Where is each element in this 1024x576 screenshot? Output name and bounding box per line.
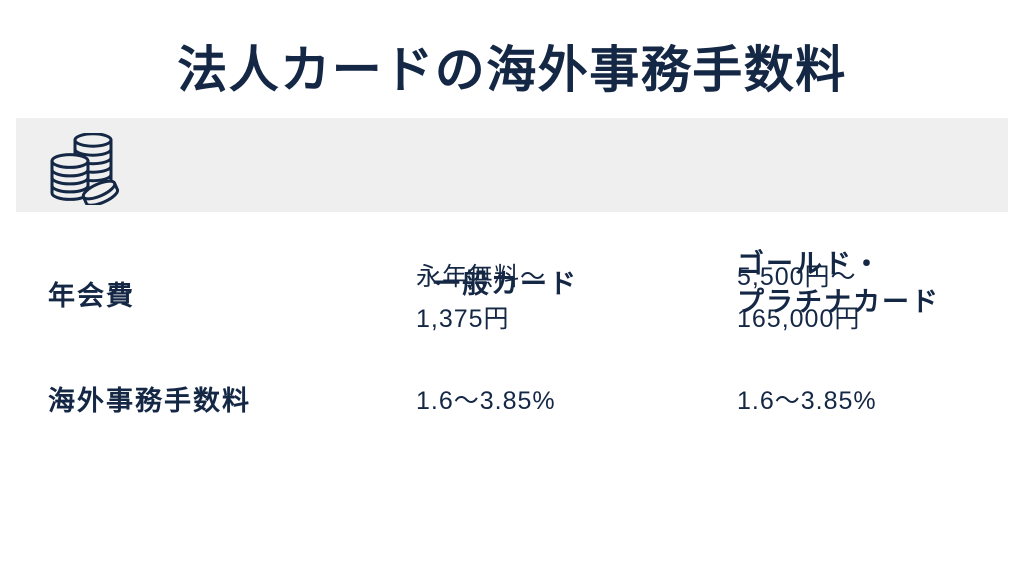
cell-overseas-fee-general: 1.6〜3.85% [416,387,556,415]
table-header-row: 一般カード ゴールド・ プラチナカード [16,118,1008,317]
header-gold-platinum-card: ゴールド・ プラチナカード [737,249,940,317]
cell-annual-fee-gold: 5,500円〜 165,000円 [737,263,861,333]
cell-overseas-fee-gold: 1.6〜3.85% [737,387,877,415]
row-label-overseas-fee: 海外事務手数料 [48,386,251,416]
page-title: 法人カードの海外事務手数料 [177,42,847,98]
header-general-card: 一般カード [433,269,578,299]
row-label-annual-fee: 年会費 [48,281,135,311]
cell-annual-fee-general: 永年無料〜 1,375円 [416,263,547,333]
coin-stack-icon [49,133,121,205]
